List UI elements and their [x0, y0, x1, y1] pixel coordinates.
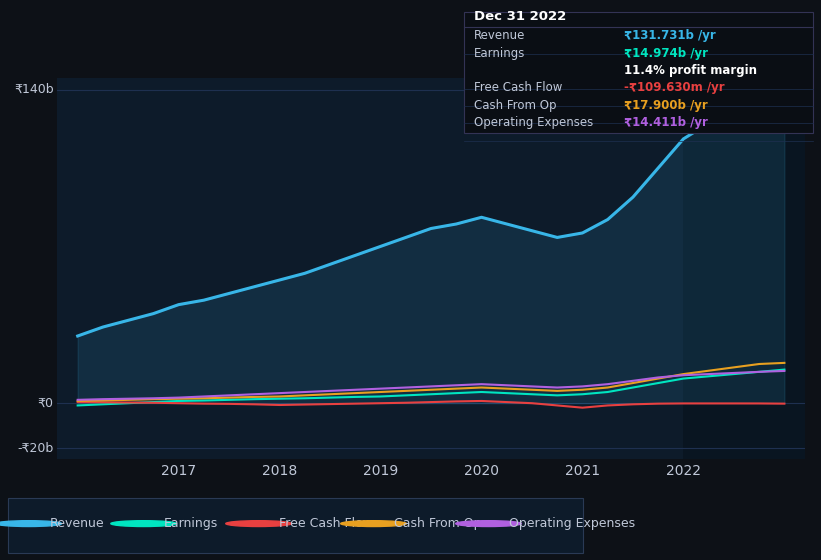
Circle shape [341, 521, 406, 526]
Text: ₹0: ₹0 [38, 396, 53, 410]
Text: ₹14.411b /yr: ₹14.411b /yr [624, 116, 708, 129]
Text: ₹14.974b /yr: ₹14.974b /yr [624, 46, 708, 59]
Bar [683, 78, 805, 459]
Text: Revenue: Revenue [49, 517, 104, 530]
Text: ₹131.731b /yr: ₹131.731b /yr [624, 29, 716, 42]
Circle shape [226, 521, 291, 526]
Text: Earnings: Earnings [474, 46, 525, 59]
Text: Dec 31 2022: Dec 31 2022 [474, 10, 566, 22]
Text: Cash From Op: Cash From Op [394, 517, 482, 530]
Text: Cash From Op: Cash From Op [474, 99, 556, 111]
Text: ₹17.900b /yr: ₹17.900b /yr [624, 99, 708, 111]
Circle shape [111, 521, 177, 526]
Text: 11.4% profit margin: 11.4% profit margin [624, 64, 757, 77]
Text: Earnings: Earnings [164, 517, 218, 530]
Text: -₹109.630m /yr: -₹109.630m /yr [624, 81, 725, 94]
Text: Free Cash Flow: Free Cash Flow [474, 81, 562, 94]
Text: -₹20b: -₹20b [17, 441, 53, 455]
FancyBboxPatch shape [8, 498, 583, 553]
Text: ₹140b: ₹140b [14, 83, 53, 96]
Text: Free Cash Flow: Free Cash Flow [279, 517, 373, 530]
Circle shape [0, 521, 62, 526]
Text: Operating Expenses: Operating Expenses [474, 116, 593, 129]
Text: Operating Expenses: Operating Expenses [509, 517, 635, 530]
Text: Revenue: Revenue [474, 29, 525, 42]
Circle shape [456, 521, 521, 526]
